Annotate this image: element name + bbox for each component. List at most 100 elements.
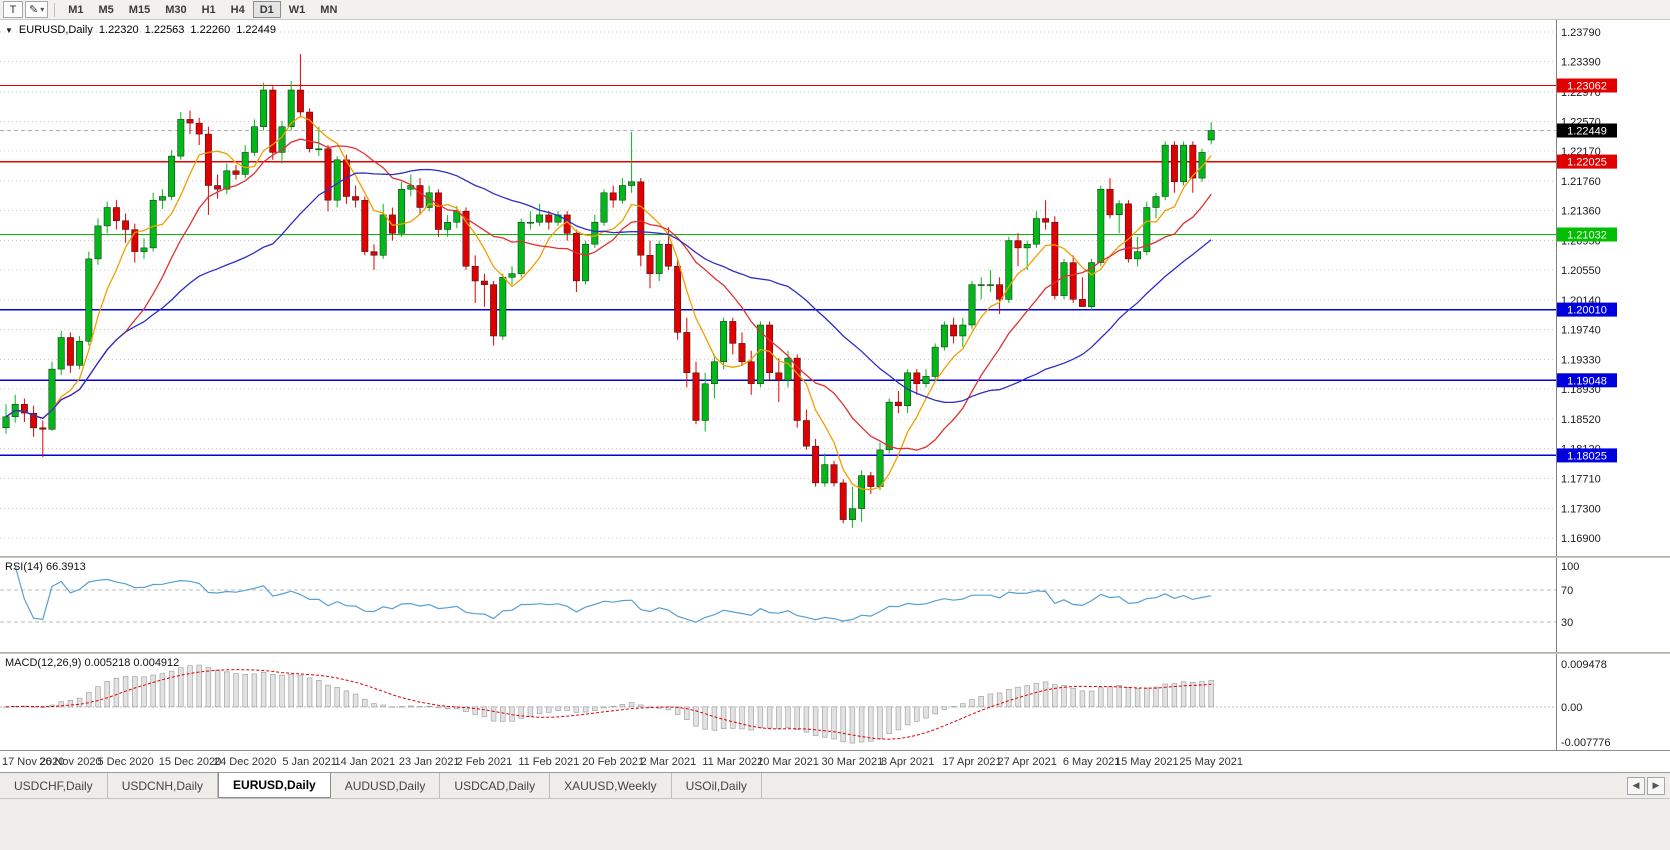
timeframe-button-h1[interactable]: H1 [195,1,223,18]
tab-usdchf[interactable]: USDCHF,Daily [0,773,108,798]
svg-text:30: 30 [1561,617,1573,629]
candles-layer [2,54,1215,528]
chevron-down-icon: ▾ [40,5,45,14]
svg-text:1.19048: 1.19048 [1567,375,1607,387]
quote-expand-triangle-icon[interactable]: ▼ [5,25,13,35]
svg-text:1.20550: 1.20550 [1561,265,1601,277]
rsi-line [14,565,1212,623]
time-axis-label: 8 Apr 2021 [880,756,935,768]
ohlc-display: ▼ EURUSD,Daily 1.22320 1.22563 1.22260 1… [5,24,276,36]
grid-layer: 1.237901.233901.229701.225701.221701.217… [0,27,1601,545]
svg-text:0.00: 0.00 [1561,702,1582,714]
status-bar [0,798,1670,850]
time-axis-label: 24 Dec 2020 [213,756,277,768]
timeframe-button-m1[interactable]: M1 [61,1,90,18]
price-chart-canvas[interactable]: 1.237901.233901.229701.225701.221701.217… [0,20,1670,556]
time-axis-label: 14 Jan 2021 [334,756,396,768]
macd-panel[interactable]: 0.009478 0.00 -0.007776 MACD(12,26,9) 0.00… [0,654,1670,750]
tab-scroll-right-button[interactable]: ▶ [1647,776,1665,795]
ohlc-close: 1.22449 [236,24,276,36]
svg-text:1.18520: 1.18520 [1561,414,1601,426]
chart-tabs: USDCHF,Daily USDCNH,Daily EURUSD,Daily AUDU… [0,773,762,798]
time-axis-label: 15 May 2021 [1114,756,1179,768]
svg-text:100: 100 [1561,561,1579,573]
ohlc-open: 1.22320 [98,24,139,36]
time-axis-label: 15 Dec 2020 [158,756,222,768]
panel-splitter[interactable] [0,652,1670,654]
svg-text:1.21032: 1.21032 [1567,230,1607,242]
svg-text:1.21360: 1.21360 [1561,206,1601,218]
time-axis-label: 30 Mar 2021 [821,756,884,768]
svg-text:1.22025: 1.22025 [1567,157,1607,169]
time-axis-label: 6 May 2021 [1062,756,1121,768]
tab-xauusd[interactable]: XAUUSD,Weekly [550,773,672,798]
svg-text:1.23390: 1.23390 [1561,56,1601,68]
timeframe-button-d1[interactable]: D1 [252,1,281,18]
chart-symbol-period: EURUSD,Daily [18,24,93,36]
rsi-panel[interactable]: 100 70 30 RSI(14) 66.3913 [0,558,1670,652]
tab-scroll-left-button[interactable]: ◀ [1627,776,1645,795]
time-axis-label: 2 Feb 2021 [456,756,513,768]
svg-text:1.16900: 1.16900 [1561,533,1601,545]
macd-histogram [3,664,1214,744]
chart-tab-bar: USDCHF,Daily USDCNH,Daily EURUSD,Daily AUDU… [0,772,1670,798]
svg-text:1.22449: 1.22449 [1567,126,1607,138]
tab-usdcad[interactable]: USDCAD,Daily [440,773,551,798]
time-axis: 17 Nov 2020 26 Nov 2020 5 Dec 2020 15 Dec 2… [0,750,1670,772]
svg-text:1.17300: 1.17300 [1561,504,1601,516]
timeframe-button-mn[interactable]: MN [313,1,344,18]
timeframe-button-m30[interactable]: M30 [158,1,193,18]
timeframe-button-w1[interactable]: W1 [282,1,313,18]
svg-text:1.18025: 1.18025 [1567,450,1607,462]
timeframe-button-m15[interactable]: M15 [122,1,157,18]
svg-text:1.19740: 1.19740 [1561,324,1601,336]
tab-usdcnh[interactable]: USDCNH,Daily [108,773,219,798]
drawing-tool-button[interactable]: ✎ ▾ [25,1,49,18]
timeframe-button-m5[interactable]: M5 [92,1,121,18]
time-axis-label: 23 Jan 2021 [398,756,460,768]
moving-averages-layer [5,115,1212,491]
time-axis-label: 11 Feb 2021 [518,756,580,768]
tab-usoil[interactable]: USOil,Daily [672,773,762,798]
toolbar: T ✎ ▾ M1 M5 M15 M30 H1 H4 D1 W1 MN [0,0,1670,20]
time-axis-label: 25 May 2021 [1179,756,1243,768]
toolbar-separator [54,2,56,17]
time-axis-label: 11 Mar 2021 [702,756,764,768]
svg-text:1.23062: 1.23062 [1567,81,1607,93]
support-resistance-lines[interactable] [0,84,1556,457]
time-axis-label: 27 Apr 2021 [997,756,1057,768]
svg-text:1.19330: 1.19330 [1561,355,1601,367]
time-axis-label: 26 Nov 2020 [39,756,102,768]
time-axis-label: 5 Jan 2021 [282,756,337,768]
svg-text:1.20010: 1.20010 [1567,305,1607,317]
price-badges-layer: 1.23062 1.22025 1.21032 1.20010 1.19048 1.180… [1557,78,1617,463]
rsi-canvas: 100 70 30 [0,558,1579,652]
svg-text:1.23790: 1.23790 [1561,27,1601,39]
price-chart-panel[interactable]: 1.23790 1.23390 1.22970 1.22570 1.22170 1.217… [0,20,1670,556]
time-axis-label: 5 Dec 2020 [97,756,154,768]
svg-text:1.17710: 1.17710 [1561,474,1601,486]
svg-text:-0.007776: -0.007776 [1561,737,1611,749]
tab-scroll-controls: ◀ ▶ [1627,773,1670,798]
time-axis-label: 2 Mar 2021 [640,756,697,768]
rsi-label: RSI(14) 66.3913 [5,561,86,573]
macd-label: MACD(12,26,9) 0.005218 0.004912 [5,657,180,669]
macd-canvas: 0.009478 0.00 -0.007776 [0,654,1611,750]
ohlc-high: 1.22563 [144,24,185,36]
time-axis-label: 17 Nov 2020 [2,756,65,768]
pencil-icon: ✎ [29,4,39,16]
time-axis-label: 17 Apr 2021 [942,756,1002,768]
timeframe-group: M1 M5 M15 M30 H1 H4 D1 W1 MN [61,1,344,18]
time-axis-label: 20 Mar 2021 [757,756,819,768]
chart-window[interactable]: 1.23790 1.23390 1.22970 1.22570 1.22170 1.217… [0,20,1670,772]
time-axis-label: 20 Feb 2021 [582,756,645,768]
text-tool-button[interactable]: T [3,1,23,18]
tab-audusd[interactable]: AUDUSD,Daily [331,773,441,798]
tab-eurusd[interactable]: EURUSD,Daily [218,773,331,798]
macd-signal-line [5,669,1212,740]
svg-text:1.21760: 1.21760 [1561,176,1601,188]
svg-text:0.009478: 0.009478 [1561,659,1607,671]
ohlc-low: 1.22260 [190,24,231,36]
timeframe-button-h4[interactable]: H4 [224,1,252,18]
panel-splitter[interactable] [0,556,1670,558]
